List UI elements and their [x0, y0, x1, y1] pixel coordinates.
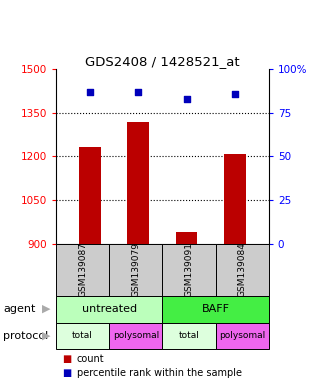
Text: total: total [179, 331, 199, 341]
Bar [216, 244, 269, 296]
Text: polysomal: polysomal [113, 331, 159, 341]
Bar [109, 323, 163, 349]
Text: ▶: ▶ [42, 304, 51, 314]
Text: polysomal: polysomal [219, 331, 265, 341]
Point [87, 89, 92, 95]
Point [232, 91, 237, 97]
Text: count: count [77, 354, 104, 364]
Bar [109, 244, 163, 296]
Point [184, 96, 189, 102]
Bar [216, 323, 269, 349]
Bar [163, 244, 216, 296]
Bar [79, 147, 101, 244]
Bar [56, 323, 109, 349]
Bar [176, 232, 197, 244]
Text: GSM139084: GSM139084 [238, 242, 247, 297]
Text: untreated: untreated [82, 304, 137, 314]
Text: GSM139091: GSM139091 [185, 242, 194, 297]
Text: BAFF: BAFF [202, 304, 230, 314]
Bar [127, 121, 149, 244]
Point [136, 89, 141, 95]
Bar [163, 296, 269, 323]
Text: GSM139079: GSM139079 [131, 242, 140, 297]
Text: ■: ■ [62, 354, 72, 364]
Bar [56, 244, 109, 296]
Bar [224, 154, 246, 244]
Text: total: total [72, 331, 93, 341]
Bar [163, 323, 216, 349]
Text: protocol: protocol [3, 331, 48, 341]
Text: percentile rank within the sample: percentile rank within the sample [77, 368, 242, 378]
Text: ▶: ▶ [42, 331, 51, 341]
Text: GSM139087: GSM139087 [78, 242, 87, 297]
Bar [56, 296, 163, 323]
Text: ■: ■ [62, 368, 72, 378]
Text: agent: agent [3, 304, 36, 314]
Title: GDS2408 / 1428521_at: GDS2408 / 1428521_at [85, 55, 240, 68]
